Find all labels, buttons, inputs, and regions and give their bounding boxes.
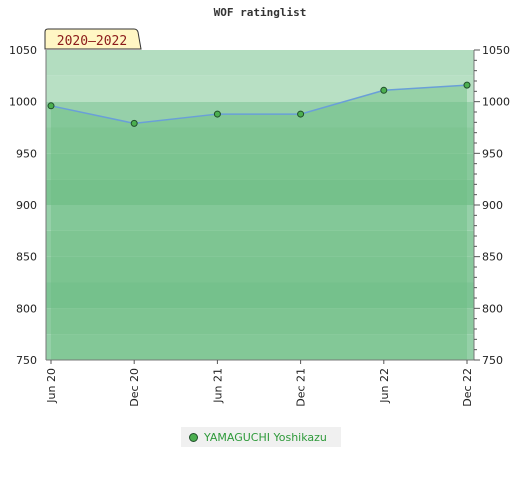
area-fill-layer — [51, 85, 467, 360]
series-point — [213, 110, 221, 118]
x-tick-label: Jun 21 — [211, 368, 224, 404]
y-tick-label-left: 750 — [16, 354, 37, 367]
y-tick-label-left: 900 — [16, 199, 37, 212]
rating-bands — [46, 50, 474, 360]
series-point — [47, 102, 55, 110]
y-tick-label-right: 1050 — [482, 44, 510, 57]
rating-band — [46, 334, 474, 360]
x-tick-label: Dec 21 — [295, 368, 308, 407]
y-tick-label-left: 800 — [16, 302, 37, 315]
period-badge-label: 2020–2022 — [57, 34, 127, 49]
series-point — [130, 119, 138, 127]
rating-band — [46, 205, 474, 231]
series-layer — [47, 81, 471, 127]
x-tick-label: Jun 20 — [45, 368, 58, 404]
rating-band — [46, 230, 474, 257]
y-tick-label-left: 1050 — [9, 44, 37, 57]
legend-marker-icon — [189, 432, 198, 442]
chart-title: WOF ratinglist — [214, 6, 307, 19]
y-tick-label-left: 850 — [16, 251, 37, 264]
legend: YAMAGUCHI Yoshikazu — [181, 427, 341, 447]
series-area — [51, 85, 467, 360]
axes-layer: 750 750 800 800 850 850 900 900 950 950 1000 1000 10… — [9, 44, 510, 407]
rating-band — [46, 127, 474, 154]
y-tick-label-left: 950 — [16, 147, 37, 160]
y-tick-label-right: 750 — [482, 354, 503, 367]
y-tick-label-right: 800 — [482, 302, 503, 315]
y-tick-label-right: 850 — [482, 251, 503, 264]
period-badge-box — [44, 28, 142, 50]
series-line — [50, 84, 468, 125]
y-tick-label-right: 950 — [482, 147, 503, 160]
period-badge: 2020–2022 — [44, 28, 142, 50]
series-point — [463, 81, 471, 89]
rating-band — [46, 179, 474, 205]
rating-band — [46, 153, 474, 180]
x-tick-label: Dec 22 — [461, 368, 474, 407]
x-tick-label: Jun 22 — [378, 368, 391, 404]
series-point — [380, 86, 388, 94]
rating-band — [46, 50, 474, 76]
x-tick-label: Dec 20 — [128, 368, 141, 407]
series-point — [297, 110, 305, 118]
y-tick-label-left: 1000 — [9, 96, 37, 109]
y-tick-label-right: 1000 — [482, 96, 510, 109]
rating-band — [46, 256, 474, 283]
rating-band — [46, 282, 474, 309]
legend-series-label: YAMAGUCHI Yoshikazu — [204, 430, 327, 444]
y-tick-label-right: 900 — [482, 199, 503, 212]
rating-band — [46, 308, 474, 335]
